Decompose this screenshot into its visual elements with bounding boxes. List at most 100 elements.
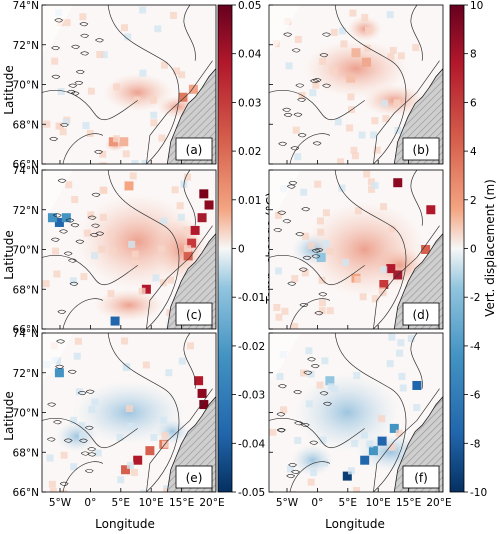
anomaly-cell	[294, 35, 302, 43]
bathymetry-contour	[289, 461, 331, 492]
anomaly-cell	[107, 229, 115, 237]
anomaly-cell	[360, 455, 370, 465]
shelf-contour	[87, 215, 97, 220]
colorbar-displacement-tick-label: -10	[470, 487, 487, 499]
anomaly-field	[295, 372, 400, 453]
shelf-contour	[312, 78, 322, 83]
shelf-contour	[85, 468, 94, 474]
y-tick-label: 70°N	[13, 408, 39, 420]
anomaly-cell	[301, 269, 309, 277]
anomaly-cell	[152, 274, 160, 282]
shelf-contour	[79, 22, 89, 27]
anomaly-cell	[73, 352, 81, 360]
anomaly-cell	[367, 178, 375, 186]
anomaly-cell	[99, 213, 107, 221]
shelf-contour	[323, 401, 332, 406]
anomaly-cell	[370, 131, 378, 139]
shelf-contour	[312, 141, 322, 146]
anomaly-cell	[54, 357, 62, 365]
anomaly-cell	[96, 50, 104, 58]
x-tick-label: 10°E	[366, 497, 391, 509]
bathymetry-contour	[62, 133, 104, 164]
bathymetry-contour	[107, 170, 180, 329]
colorbar-displacement-tick-label: -4	[470, 341, 481, 353]
x-tick-label: 15°E	[396, 497, 421, 509]
anomaly-cell	[62, 118, 70, 126]
shelf-contour	[314, 311, 324, 316]
shelf-contour	[293, 112, 303, 117]
anomaly-cell	[99, 162, 107, 164]
anomaly-cell	[397, 52, 405, 60]
anomaly-cell	[60, 489, 68, 492]
anomaly-cell	[389, 46, 397, 54]
anomaly-cell	[161, 440, 169, 448]
anomaly-cell	[131, 160, 139, 164]
no-data-area	[42, 333, 74, 381]
colorbar-displacement-label: Vert. displacement (m)	[483, 179, 497, 317]
anomaly-cell	[351, 439, 359, 447]
anomaly-cell	[178, 357, 186, 365]
x-tick-label: 20°E	[199, 497, 224, 509]
anomaly-cell	[330, 67, 338, 75]
panel-label: (d)	[402, 302, 440, 326]
anomaly-cell	[350, 146, 358, 154]
anomaly-cell	[294, 436, 302, 444]
anomaly-cell	[351, 152, 359, 160]
colorbar-temperature-tick-label: -0.05	[238, 487, 265, 499]
anomaly-cell	[55, 122, 63, 130]
anomaly-cell	[80, 273, 88, 281]
shelf-contour	[322, 83, 331, 88]
anomaly-cell	[280, 406, 288, 414]
anomaly-cell	[197, 213, 207, 223]
anomaly-cell	[63, 19, 71, 27]
anomaly-cell	[86, 129, 94, 137]
colorbar-temperature-tick-label: -0.02	[238, 341, 265, 353]
anomaly-cell	[421, 245, 431, 254]
map-panel: (f) 5°W 0° 5°E 10°E 15°E 20°E	[268, 332, 452, 509]
anomaly-cell	[79, 13, 87, 21]
anomaly-cell	[130, 469, 138, 477]
x-tick-label: 5°W	[276, 497, 299, 509]
anomaly-cell	[340, 40, 348, 48]
anomaly-cell	[176, 202, 184, 210]
xlabel-left: Longitude	[95, 517, 155, 531]
anomaly-cell	[194, 376, 204, 386]
anomaly-cell	[117, 476, 125, 484]
panel-label-text: (a)	[186, 143, 203, 157]
anomaly-cell	[388, 443, 396, 451]
anomaly-cell	[142, 361, 150, 369]
anomaly-cell	[109, 247, 117, 255]
shelf-contour	[56, 339, 65, 344]
anomaly-cell	[285, 62, 293, 70]
shelf-contour	[51, 74, 61, 79]
anomaly-cell	[127, 422, 135, 430]
anomaly-cell	[133, 96, 141, 104]
anomaly-cell	[145, 446, 155, 456]
shelf-contour	[286, 473, 295, 479]
anomaly-cell	[320, 459, 328, 467]
colorbar-temperature-tick-label: 0	[238, 244, 245, 256]
x-tick-label: 5°E	[339, 497, 358, 509]
anomaly-cell	[128, 240, 136, 248]
shelf-contour	[311, 254, 321, 259]
anomaly-cell	[388, 225, 396, 233]
shelf-contour	[65, 218, 75, 223]
anomaly-cell	[275, 267, 283, 275]
shelf-contour	[59, 229, 68, 234]
anomaly-cell	[275, 313, 283, 321]
shelf-contour	[54, 18, 64, 23]
anomaly-cell	[78, 422, 86, 430]
anomaly-cell	[157, 245, 165, 253]
anomaly-cell	[150, 119, 158, 127]
anomaly-cell	[289, 490, 297, 492]
y-tick-label: 66°N	[13, 159, 39, 171]
panel-label-text: (c)	[186, 308, 202, 322]
bathymetry-contour	[269, 255, 365, 286]
y-tick-label: 72°N	[13, 368, 39, 380]
shelf-contour	[59, 481, 69, 486]
shelf-contour	[68, 83, 78, 88]
bathymetry-contour	[410, 333, 423, 389]
anomaly-cell	[317, 228, 325, 236]
anomaly-cell	[412, 380, 422, 390]
anomaly-cell	[318, 307, 326, 315]
